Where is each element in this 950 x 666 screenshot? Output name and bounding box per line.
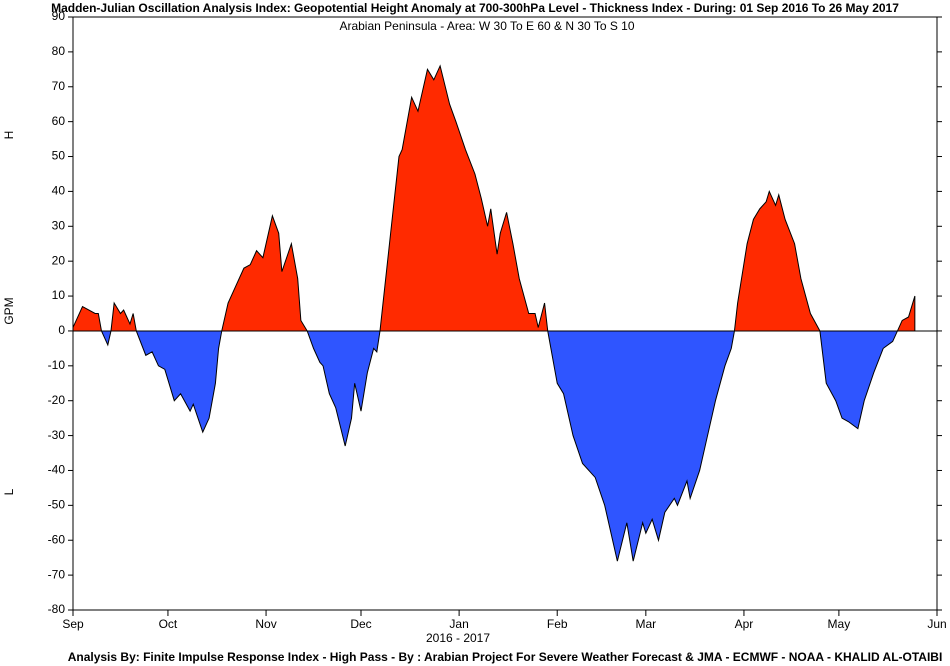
- y-tick-label: 20: [52, 253, 66, 267]
- x-tick-label: Apr: [735, 617, 754, 631]
- x-tick-label: May: [828, 617, 851, 631]
- chart-subtitle: Arabian Peninsula - Area: W 30 To E 60 &…: [339, 19, 634, 33]
- y-tick-label: 60: [52, 114, 66, 128]
- lower-label: L: [2, 488, 16, 495]
- y-tick-label: -60: [48, 532, 66, 546]
- y-tick-label: 80: [52, 44, 66, 58]
- x-tick-label: Sep: [62, 617, 84, 631]
- y-tick-label: 50: [52, 149, 66, 163]
- footer: Analysis By: Finite Impulse Response Ind…: [68, 650, 943, 664]
- y-tick-label: 70: [52, 79, 66, 93]
- y-tick-label: 40: [52, 184, 66, 198]
- x-axis-label: 2016 - 2017: [426, 631, 490, 645]
- x-tick-label: Mar: [635, 617, 656, 631]
- y-tick-label: 0: [58, 323, 65, 337]
- area: [72, 64, 916, 562]
- y-tick-label: -10: [48, 358, 66, 372]
- y-tick-label: -70: [48, 567, 66, 581]
- y-tick-label: -20: [48, 393, 66, 407]
- x-tick-label: Feb: [547, 617, 568, 631]
- y-axis-label: GPM: [2, 297, 16, 324]
- y-tick-label: 30: [52, 218, 66, 232]
- x-tick-label: Dec: [350, 617, 371, 631]
- y-tick-label: 10: [52, 288, 66, 302]
- upper-label: H: [2, 131, 16, 140]
- x-tick-label: Nov: [255, 617, 276, 631]
- y-tick-label: -40: [48, 463, 66, 477]
- y-tick-label: 90: [52, 9, 66, 23]
- y-tick-label: -80: [48, 602, 66, 616]
- y-tick-label: -50: [48, 498, 66, 512]
- chart-title: Madden-Julian Oscillation Analysis Index…: [51, 1, 899, 15]
- x-tick-label: Oct: [159, 617, 178, 631]
- plot-frame: [72, 16, 938, 611]
- x-tick-label: Jun: [927, 617, 946, 631]
- x-tick-label: Jan: [449, 617, 468, 631]
- y-tick-label: -30: [48, 428, 66, 442]
